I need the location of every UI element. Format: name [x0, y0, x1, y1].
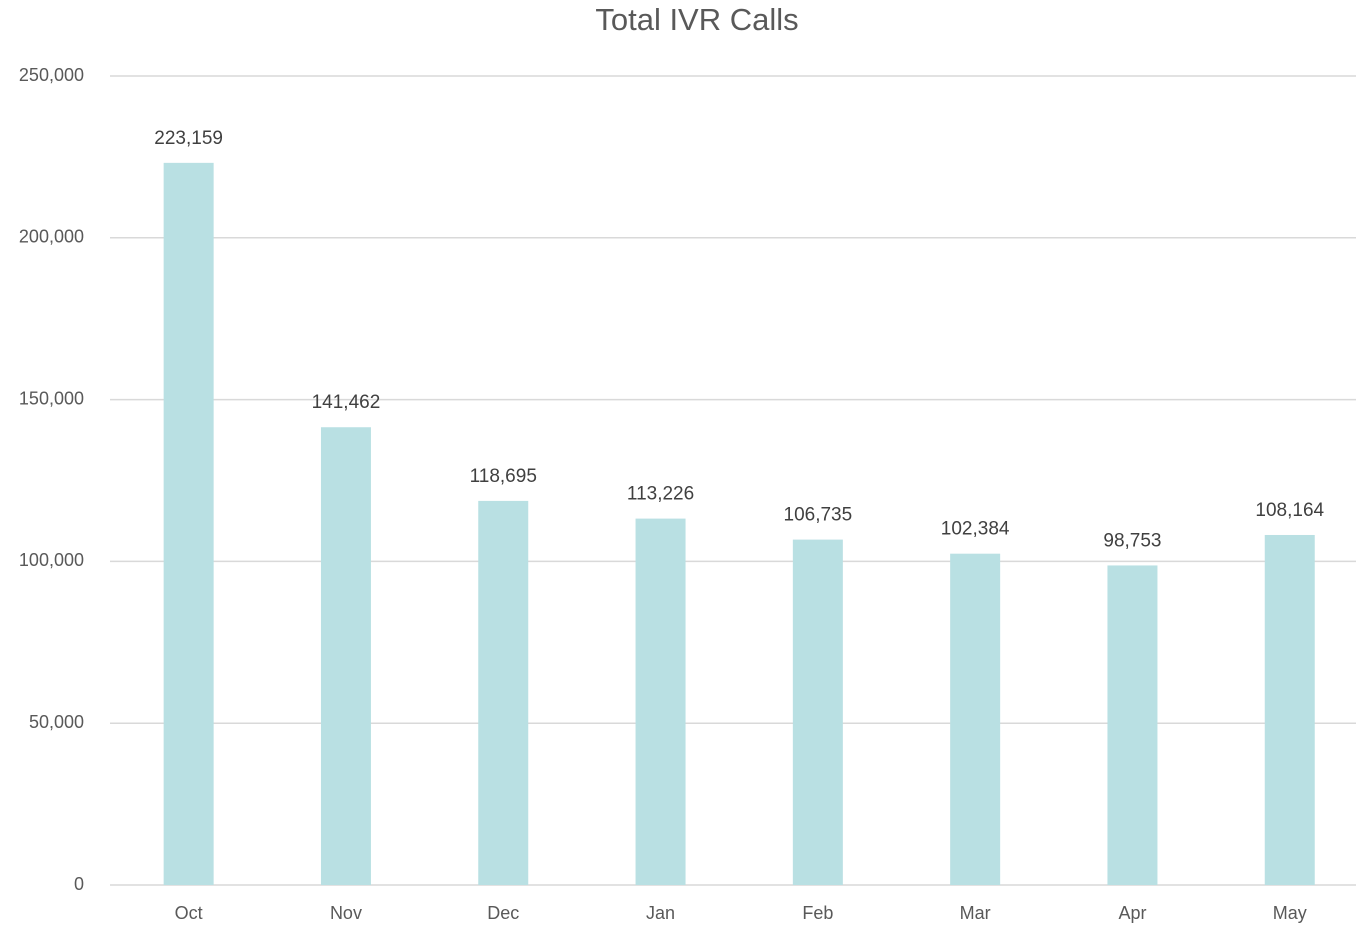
value-label: 106,735 — [784, 505, 853, 526]
chart-title: Total IVR Calls — [595, 2, 798, 37]
y-tick-label: 200,000 — [19, 227, 84, 247]
value-label: 141,462 — [312, 392, 381, 413]
x-tick-label: Dec — [487, 903, 519, 923]
value-label: 223,159 — [154, 128, 223, 149]
y-tick-label: 100,000 — [19, 550, 84, 570]
value-label: 98,753 — [1103, 530, 1161, 551]
value-label: 118,695 — [470, 466, 537, 487]
x-tick-label: Oct — [175, 903, 203, 923]
bar — [1107, 565, 1158, 885]
x-tick-label: Feb — [802, 903, 833, 923]
bar — [1264, 534, 1315, 885]
x-tick-label: May — [1273, 903, 1307, 923]
bar — [792, 539, 843, 885]
value-label: 113,226 — [627, 484, 694, 505]
bar — [635, 518, 686, 885]
y-tick-label: 250,000 — [19, 65, 84, 85]
value-label: 102,384 — [941, 519, 1010, 540]
x-tick-label: Apr — [1118, 903, 1146, 923]
bar — [320, 427, 371, 885]
x-tick-label: Jan — [646, 903, 675, 923]
bar — [950, 553, 1001, 885]
y-tick-label: 50,000 — [29, 712, 84, 732]
y-tick-label: 0 — [74, 874, 84, 894]
bar — [478, 500, 529, 885]
bar — [163, 162, 214, 885]
value-label: 108,164 — [1255, 500, 1324, 521]
y-tick-label: 150,000 — [19, 388, 84, 408]
x-tick-label: Mar — [960, 903, 991, 923]
x-tick-label: Nov — [330, 903, 362, 923]
